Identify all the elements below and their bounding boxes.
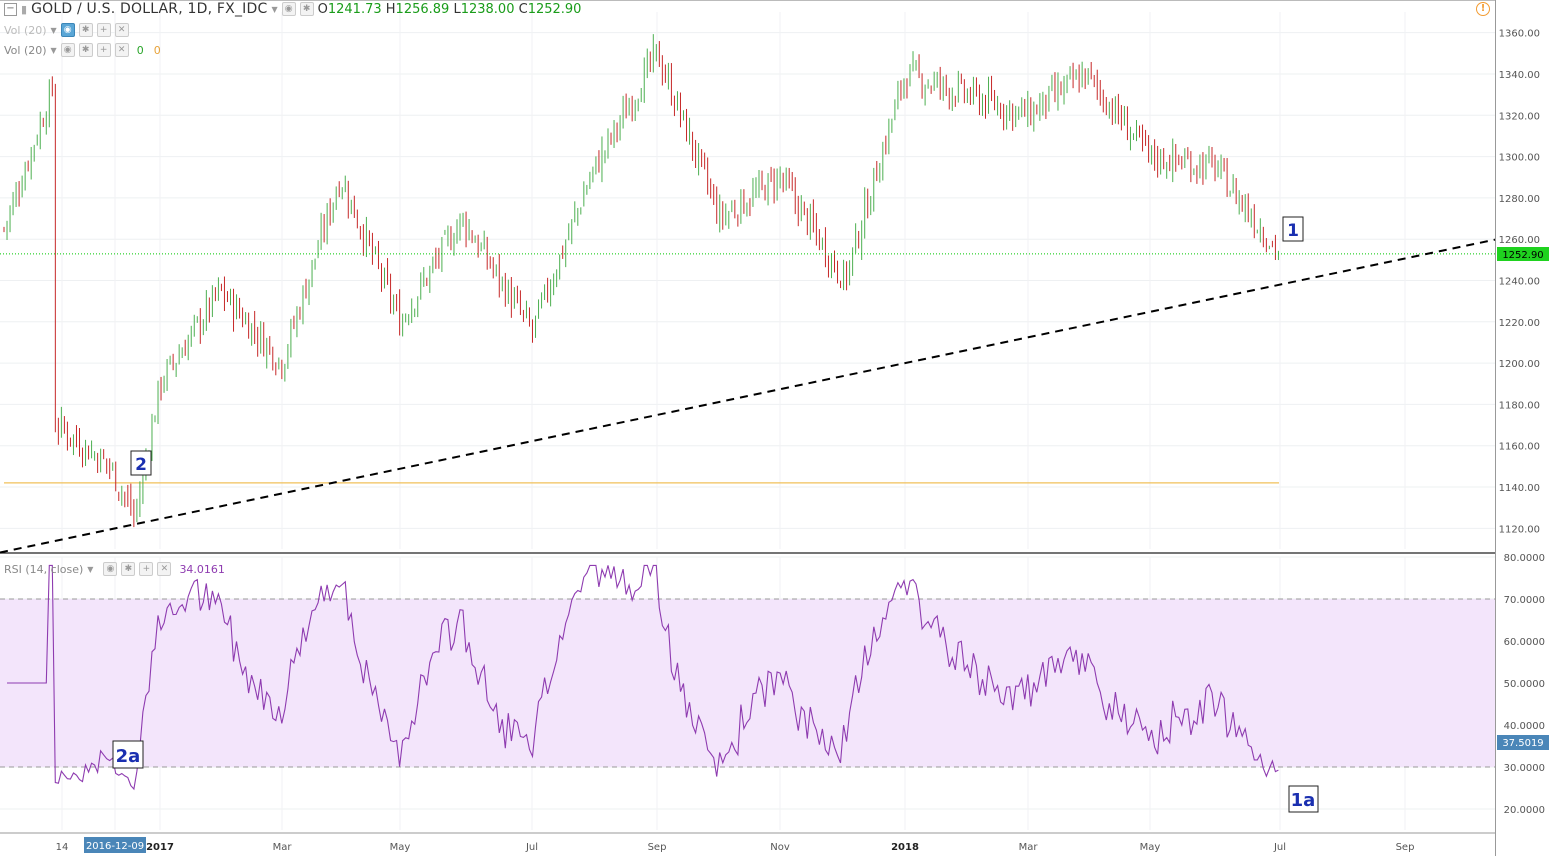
rsi-path [7,564,1279,791]
price-tick-label: 1200.00 [1499,359,1540,370]
price-tick-label: 1220.00 [1499,318,1540,329]
vol-label-1[interactable]: Vol (20) [4,23,47,37]
price-tick-label: 1160.00 [1499,442,1540,453]
rsi-tick-label: 40.0000 [1504,721,1545,732]
time-tick-label: May [390,842,411,853]
chevron-down-icon[interactable]: ▼ [50,25,57,35]
rsi-tick-label: 80.0000 [1504,553,1545,564]
collapse-icon[interactable]: − [4,2,17,16]
time-tick-label: Jul [525,842,538,853]
annotation-2-text: 2 [135,455,147,475]
time-tick-label: Sep [1396,842,1415,853]
close-icon[interactable]: ✕ [114,43,129,57]
vol-value-2: 0 [153,43,161,57]
rsi-value-badge: 37.5019 [1497,735,1549,750]
symbol-legend: − ▮ GOLD / U.S. DOLLAR, 1D, FX_IDC ▼ ◉ ✱… [4,1,581,17]
price-tick-label: 1280.00 [1499,194,1540,205]
gear-icon[interactable]: ✱ [299,2,314,16]
eye-icon[interactable]: ◉ [103,562,118,576]
low-prefix: L [453,1,461,17]
eye-icon[interactable]: ◉ [60,23,75,37]
gear-icon[interactable]: ✱ [121,562,136,576]
rsi-tick-label: 70.0000 [1504,595,1545,606]
low-value: 1238.00 [460,1,515,17]
chevron-down-icon[interactable]: ▼ [87,564,94,574]
vol-label-2[interactable]: Vol (20) [4,43,47,57]
rsi-tick-label: 20.0000 [1504,805,1545,816]
high-prefix: H [385,1,396,17]
symbol-title[interactable]: GOLD / U.S. DOLLAR, 1D, FX_IDC [31,1,268,17]
price-tick-label: 1260.00 [1499,235,1540,246]
rsi-band [0,598,1495,768]
rsi-line [7,564,1279,791]
price-tick-label: 1300.00 [1499,153,1540,164]
time-tick-label: Jul [1273,842,1286,853]
price-tick-label: 1120.00 [1499,524,1540,535]
rsi-value: 34.0161 [179,562,225,576]
price-tick-label: 1180.00 [1499,400,1540,411]
price-axis[interactable]: 1120.00 1140.00 1160.00 1180.00 1200.00 1220.… [1499,29,1540,536]
time-tick-label: Mar [273,842,293,853]
ohlc-values: O1241.73 H1256.89 L1238.00 C1252.90 [318,2,582,17]
price-tick-label: 1360.00 [1499,29,1540,40]
rsi-tick-label: 30.0000 [1504,763,1545,774]
rsi-tick-label: 50.0000 [1504,679,1545,690]
close-value: 1252.90 [527,1,582,17]
rsi-tick-label: 60.0000 [1504,637,1545,648]
chevron-down-icon[interactable]: ▼ [50,45,57,55]
flag-icon: ▮ [21,2,28,16]
close-icon[interactable]: ✕ [114,23,129,37]
time-tick-label: 2018 [891,842,919,853]
time-tick-label: Nov [770,842,790,853]
annotation-2[interactable]: 2 [130,450,152,476]
vol-legend-1: Vol (20) ▼ ◉ ✱ + ✕ [4,23,129,37]
rsi-value-badge-text: 37.5019 [1502,738,1543,749]
annotation-1a[interactable]: 1a [1288,785,1319,813]
gear-icon[interactable]: ✱ [78,43,93,57]
price-tick-label: 1140.00 [1499,483,1540,494]
last-price-badge-text: 1252.90 [1502,250,1543,261]
time-tick-label: 2017 [146,842,174,853]
last-price-badge: 1252.90 [1497,247,1549,261]
rsi-legend: RSI (14, close) ▼ ◉ ✱ + ✕ 34.0161 [4,562,225,576]
annotation-1a-text: 1a [1291,790,1316,811]
chevron-down-icon[interactable]: ▼ [271,4,278,14]
price-tick-label: 1240.00 [1499,277,1540,288]
annotation-1[interactable]: 1 [1282,216,1304,242]
time-tick-label: 2016-12-09 [86,841,144,852]
plus-icon[interactable]: + [96,43,111,57]
gear-icon[interactable]: ✱ [78,23,93,37]
warning-icon[interactable]: ! [1476,2,1490,16]
rsi-axis[interactable]: 20.0000 30.0000 40.0000 50.0000 60.0000 70.00… [1504,553,1545,816]
open-prefix: O [317,1,328,17]
rsi-band-fill [0,599,1495,767]
plus-icon[interactable]: + [139,562,154,576]
time-tick-label: Sep [648,842,667,853]
plus-icon[interactable]: + [96,23,111,37]
support-trendline[interactable] [0,238,1496,554]
time-tick-label: 14 [56,842,69,853]
support-trendline-path[interactable] [0,238,1496,554]
rsi-label[interactable]: RSI (14, close) [4,562,84,576]
time-axis[interactable]: 14 2016-12-09 2017 Mar May Jul Sep Nov 2018 Mar Ma… [56,837,1415,853]
vol-legend-2: Vol (20) ▼ ◉ ✱ + ✕ 0 0 [4,43,161,57]
close-icon[interactable]: ✕ [157,562,172,576]
price-tick-label: 1340.00 [1499,70,1540,81]
eye-icon[interactable]: ◉ [60,43,75,57]
eye-icon[interactable]: ◉ [281,2,296,16]
close-prefix: C [518,1,528,17]
price-tick-label: 1320.00 [1499,111,1540,122]
candles [3,34,1279,528]
annotation-1-text: 1 [1287,221,1299,241]
time-tick-label: May [1140,842,1161,853]
annotation-2a[interactable]: 2a [112,740,144,769]
open-value: 1241.73 [327,1,382,17]
time-tick-label: Mar [1019,842,1039,853]
vol-value-1: 0 [136,43,144,57]
crosshair-date-badge [84,837,146,853]
high-value: 1256.89 [395,1,450,17]
annotation-2a-text: 2a [116,746,141,767]
